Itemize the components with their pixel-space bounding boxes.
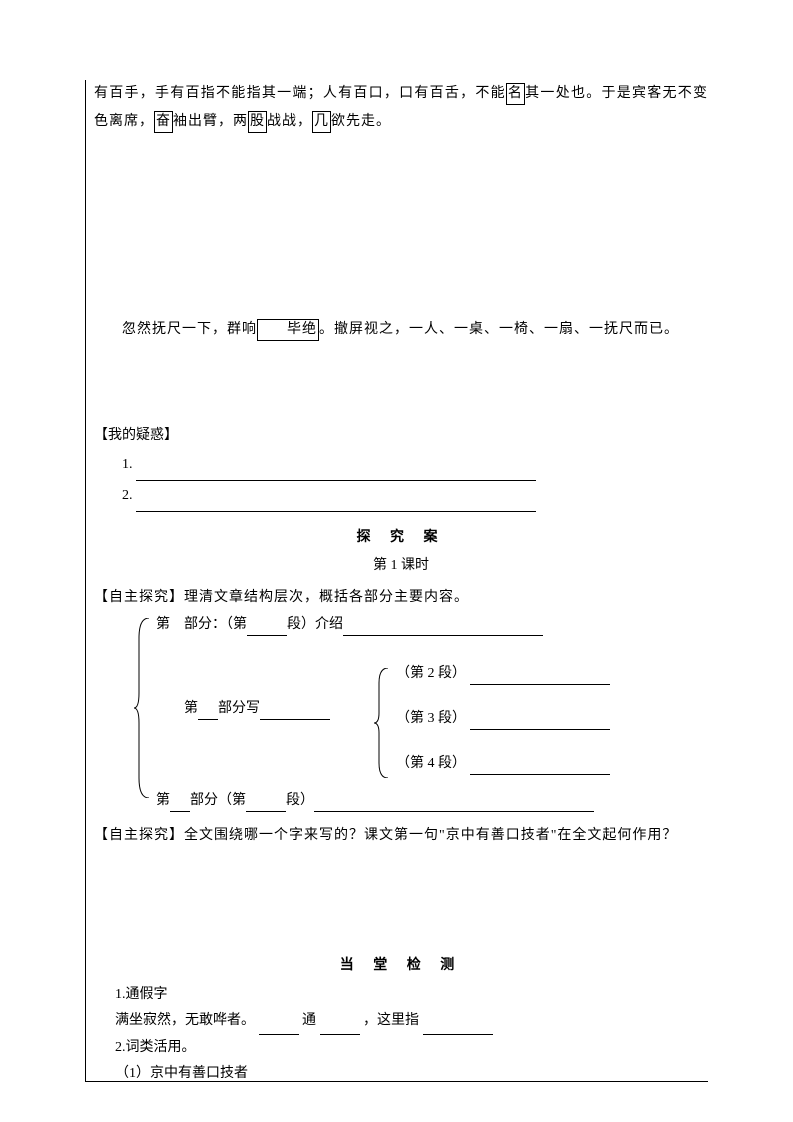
fill-blank[interactable] — [246, 798, 286, 812]
part-first-text: 第 部分：（第 — [156, 617, 247, 632]
part-mid-text2: 部分写 — [218, 701, 260, 716]
fill-blank[interactable] — [136, 498, 536, 512]
fill-blank[interactable] — [423, 1021, 493, 1035]
fill-blank[interactable] — [343, 622, 543, 636]
part-last-text2: 部分（第 — [190, 793, 246, 808]
test-item1-text: 满坐寂然，无敢哗者。 — [115, 1013, 255, 1028]
seg2-line: （第 2 段） — [396, 663, 610, 685]
p1-text3: 袖出臂，两 — [173, 114, 248, 129]
p1-text5: 欲先走。 — [331, 114, 391, 129]
boxed-char-4: 几 — [312, 111, 331, 133]
fill-blank[interactable] — [320, 1021, 360, 1035]
test-item1-tong: 通 — [302, 1013, 316, 1028]
doubts-title: 【我的疑惑】 — [94, 424, 708, 444]
explore-q2: 【自主探究】全文围绕哪一个字来写的？课文第一句"京中有善口技者"在全文起何作用？ — [94, 822, 708, 850]
fill-blank[interactable] — [470, 761, 610, 775]
explore-label-1: 【自主探究】 — [94, 590, 184, 605]
fill-blank[interactable] — [198, 706, 218, 720]
passage-1: 有百手，手有百指不能指其一端；人有百口，口有百舌，不能名其一处也。于是宾客无不变… — [94, 80, 708, 136]
seg2-text: （第 2 段） — [396, 666, 466, 681]
brace-large-icon — [134, 618, 154, 798]
part-last-text1: 第 — [156, 793, 170, 808]
doubt-num-1: 1. — [122, 457, 133, 472]
boxed-char-5: 毕绝 — [257, 319, 319, 341]
seg3-line: （第 3 段） — [396, 708, 610, 730]
seg3-text: （第 3 段） — [396, 711, 466, 726]
fill-blank[interactable] — [470, 716, 610, 730]
test-item1-line: 满坐寂然，无敢哗者。 通 ，这里指 — [115, 1008, 708, 1035]
fill-blank[interactable] — [247, 622, 287, 636]
boxed-char-3: 股 — [248, 111, 267, 133]
brace-small-icon — [374, 668, 392, 778]
fill-blank[interactable] — [314, 798, 594, 812]
explore-intro: 【自主探究】理清文章结构层次，概括各部分主要内容。 — [94, 584, 708, 612]
fill-blank[interactable] — [136, 467, 536, 481]
p2-text2: 。撤屏视之，一人、一桌、一椅、一扇、一抚尺而已。 — [319, 322, 679, 337]
structure-diagram: 第 部分：（第 段）介绍 第 部分写 （第 2 段） （第 3 段） （第 4 段）… — [134, 618, 708, 818]
seg4-text: （第 4 段） — [396, 756, 466, 771]
test-title: 当 堂 检 测 — [94, 954, 708, 974]
explore-title: 探 究 案 — [94, 526, 708, 546]
passage-2: 忽然抚尺一下，群响毕绝。撤屏视之，一人、一桌、一椅、一扇、一抚尺而已。 — [94, 316, 708, 344]
doubt-line-2: 2. — [94, 481, 708, 512]
seg4-line: （第 4 段） — [396, 753, 610, 775]
test-item1-num: 1.通假字 — [115, 982, 708, 1009]
p2-text1: 忽然抚尺一下，群响 — [122, 322, 257, 337]
test-item2-num: 2.词类活用。 — [115, 1035, 708, 1062]
p1-text1: 有百手，手有百指不能指其一端；人有百口，口有百舌，不能 — [94, 86, 506, 101]
test-item1-zhi: ，这里指 — [363, 1013, 419, 1028]
fill-blank[interactable] — [170, 798, 190, 812]
explore-intro-text: 理清文章结构层次，概括各部分主要内容。 — [184, 590, 469, 605]
fill-blank[interactable] — [259, 1021, 299, 1035]
part-mid-text1: 第 — [184, 701, 198, 716]
part-first-tail: 段）介绍 — [287, 617, 343, 632]
fill-blank[interactable] — [260, 706, 330, 720]
doubt-line-1: 1. — [94, 450, 708, 481]
part-first-line: 第 部分：（第 段）介绍 — [156, 614, 543, 636]
fill-blank[interactable] — [470, 671, 610, 685]
part-last-line: 第 部分（第 段） — [156, 790, 594, 812]
explore-label-2: 【自主探究】 — [94, 828, 184, 843]
boxed-char-1: 名 — [506, 83, 525, 105]
explore-subtitle: 第 1 课时 — [94, 554, 708, 574]
explore-q2-text: 全文围绕哪一个字来写的？课文第一句"京中有善口技者"在全文起何作用？ — [184, 828, 677, 843]
boxed-char-2: 奋 — [154, 111, 173, 133]
part-mid-line: 第 部分写 — [184, 698, 330, 720]
test-item2-text: （1）京中有善口技者 — [115, 1061, 708, 1088]
p1-text4: 战战， — [267, 114, 312, 129]
doubt-num-2: 2. — [122, 488, 133, 503]
part-last-text3: 段） — [286, 793, 314, 808]
